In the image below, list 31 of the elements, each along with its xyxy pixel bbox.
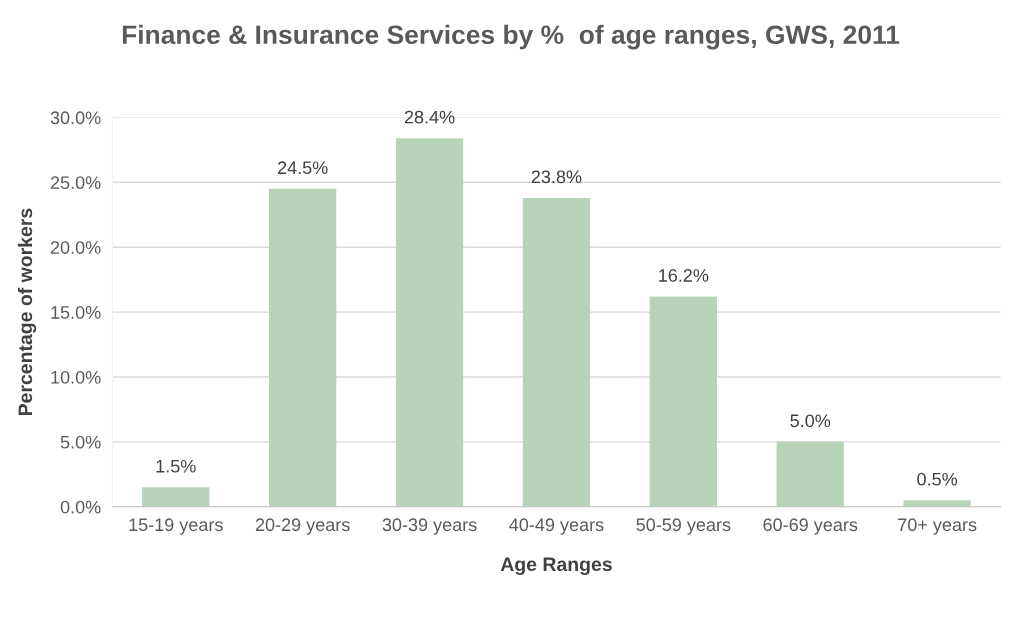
y-tick-label: 25.0%: [50, 176, 101, 190]
data-label: 23.8%: [531, 170, 582, 184]
chart-title: Finance & Insurance Services by % of age ranges, GWS, 2011: [122, 24, 900, 50]
x-tick-label: 60-69 years: [763, 518, 858, 535]
y-tick-label: 20.0%: [50, 241, 101, 254]
x-tick-label: 30-39 years: [382, 518, 477, 535]
data-label: 1.5%: [156, 459, 196, 473]
x-axis-title: Age Ranges: [500, 557, 612, 576]
x-tick-label: 70+ years: [898, 518, 977, 535]
y-tick-label: 30.0%: [50, 111, 101, 125]
y-tick-label: 10.0%: [51, 370, 101, 384]
bar: [269, 188, 337, 507]
x-tick-label: 15-19 years: [129, 518, 223, 535]
data-label: 28.4%: [404, 110, 455, 124]
y-tick-label: 0.0%: [60, 500, 101, 514]
y-tick-label: 5.0%: [60, 435, 101, 449]
bar: [395, 138, 464, 507]
bar: [776, 441, 844, 507]
y-tick-label: 15.0%: [51, 306, 101, 319]
y-axis-title: Percentage of workers: [17, 208, 37, 416]
x-tick-label: 50-59 years: [636, 518, 731, 535]
bar: [903, 500, 971, 507]
bar: [522, 197, 591, 507]
x-tick-label: 20-29 years: [255, 518, 350, 535]
data-label: 0.5%: [917, 472, 958, 486]
bar: [142, 487, 210, 507]
data-label: 5.0%: [790, 414, 831, 428]
x-tick-label: 40-49 years: [509, 518, 604, 535]
data-label: 24.5%: [277, 161, 328, 175]
bar: [649, 296, 717, 507]
data-label: 16.2%: [659, 269, 709, 282]
